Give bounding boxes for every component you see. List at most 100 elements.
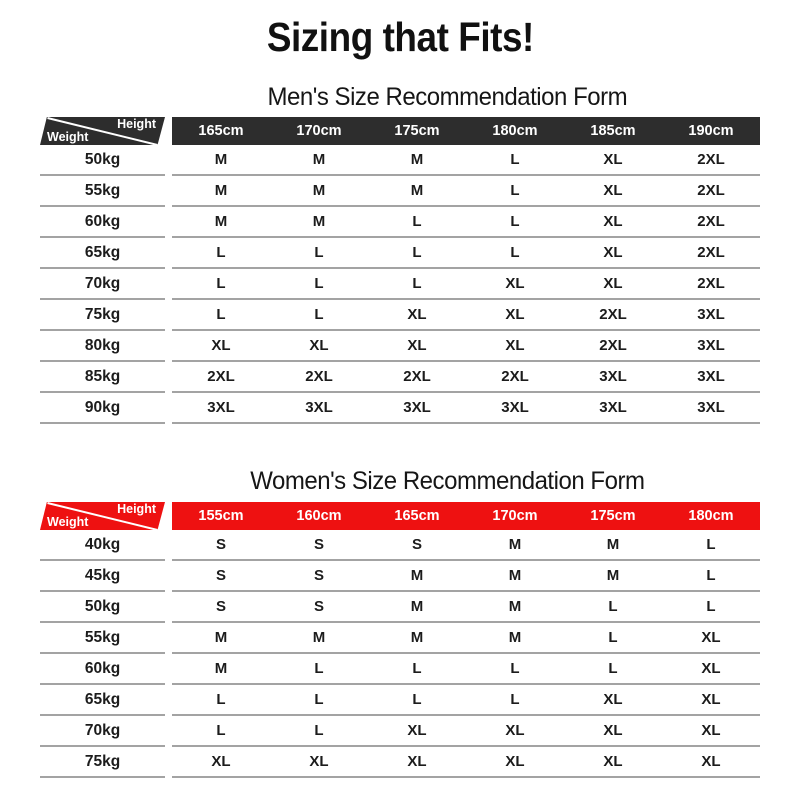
size-cell: M xyxy=(508,629,522,646)
size-cell: XL xyxy=(603,753,623,770)
size-cell: L xyxy=(608,660,618,677)
size-cell: 3XL xyxy=(305,399,333,416)
size-cell: XL xyxy=(603,275,623,292)
header-cell: 160cm xyxy=(296,508,342,524)
size-cell: L xyxy=(510,691,520,708)
table-row: 70kg L L L XL XL 2XL xyxy=(40,269,760,300)
size-row-cells: L L XL XL 2XL 3XL xyxy=(172,300,760,331)
size-cell: L xyxy=(216,244,226,261)
size-cell: S xyxy=(215,598,226,615)
corner-cell: Height Weight xyxy=(40,117,165,145)
size-cell: XL xyxy=(505,275,525,292)
table-row: 50kg M M M L XL 2XL xyxy=(40,145,760,176)
womens-table: Height Weight 155cm 160cm 165cm 170cm 17… xyxy=(40,502,760,778)
size-cell: 3XL xyxy=(697,368,725,385)
table-row: 90kg 3XL 3XL 3XL 3XL 3XL 3XL xyxy=(40,393,760,424)
size-cell: M xyxy=(214,213,228,230)
size-cell: 2XL xyxy=(305,368,333,385)
size-cell: XL xyxy=(309,337,329,354)
womens-size-table-section: Women's Size Recommendation Form Height … xyxy=(0,467,800,778)
table-row: 70kg L L XL XL XL XL xyxy=(40,716,760,747)
size-cell: M xyxy=(312,629,326,646)
table-row: 50kg S S M M L L xyxy=(40,592,760,623)
table-row: 80kg XL XL XL XL 2XL 3XL xyxy=(40,331,760,362)
size-cell: M xyxy=(410,182,424,199)
page-title-text: Sizing that Fits! xyxy=(266,14,534,60)
size-cell: XL xyxy=(603,182,623,199)
size-cell: XL xyxy=(407,306,427,323)
size-cell: 2XL xyxy=(697,151,725,168)
size-cell: 3XL xyxy=(599,399,627,416)
table-row: 65kg L L L L XL 2XL xyxy=(40,238,760,269)
weight-cell: 60kg xyxy=(40,654,165,685)
weight-cell: 85kg xyxy=(40,362,165,393)
size-cell: L xyxy=(706,536,716,553)
mens-table: Height Weight 165cm 170cm 175cm 180cm 18… xyxy=(40,117,760,424)
size-cell: L xyxy=(412,244,422,261)
weight-cell: 45kg xyxy=(40,561,165,592)
table-row: 60kg M L L L L XL xyxy=(40,654,760,685)
size-cell: M xyxy=(214,660,228,677)
size-cell: 3XL xyxy=(697,337,725,354)
corner-cell: Height Weight xyxy=(40,502,165,530)
size-cell: 3XL xyxy=(501,399,529,416)
corner-height-label: Height xyxy=(117,502,156,516)
size-cell: M xyxy=(312,151,326,168)
size-cell: L xyxy=(510,182,520,199)
womens-table-title: Women's Size Recommendation Form xyxy=(0,467,800,496)
size-cell: M xyxy=(606,567,620,584)
size-cell: M xyxy=(214,182,228,199)
size-cell: L xyxy=(314,660,324,677)
weight-cell: 75kg xyxy=(40,747,165,778)
size-row-cells: 2XL 2XL 2XL 2XL 3XL 3XL xyxy=(172,362,760,393)
size-cell: L xyxy=(216,722,226,739)
weight-cell: 60kg xyxy=(40,207,165,238)
table-row: 55kg M M M M L XL xyxy=(40,623,760,654)
size-cell: L xyxy=(314,691,324,708)
size-cell: L xyxy=(510,213,520,230)
size-cell: L xyxy=(314,244,324,261)
size-cell: M xyxy=(508,567,522,584)
weight-cell: 65kg xyxy=(40,685,165,716)
size-cell: XL xyxy=(407,722,427,739)
size-cell: S xyxy=(313,598,324,615)
table-row: 40kg S S S M M L xyxy=(40,530,760,561)
header-cell: 165cm xyxy=(394,508,440,524)
table-row: 55kg M M M L XL 2XL xyxy=(40,176,760,207)
size-cell: L xyxy=(706,567,716,584)
womens-table-title-text: Women's Size Recommendation Form xyxy=(250,467,645,495)
size-cell: XL xyxy=(701,722,721,739)
weight-cell: 65kg xyxy=(40,238,165,269)
corner-cell-background xyxy=(40,502,165,530)
size-cell: XL xyxy=(211,753,231,770)
size-cell: XL xyxy=(603,691,623,708)
mens-size-table-section: Men's Size Recommendation Form Height We… xyxy=(0,83,800,424)
mens-table-title: Men's Size Recommendation Form xyxy=(0,83,800,112)
size-cell: XL xyxy=(603,244,623,261)
size-cell: 3XL xyxy=(697,399,725,416)
size-row-cells: 3XL 3XL 3XL 3XL 3XL 3XL xyxy=(172,393,760,424)
size-cell: M xyxy=(410,629,424,646)
size-cell: XL xyxy=(701,629,721,646)
size-row-cells: M M M L XL 2XL xyxy=(172,145,760,176)
diagonal-divider-icon xyxy=(47,117,158,145)
size-cell: L xyxy=(706,598,716,615)
size-cell: XL xyxy=(211,337,231,354)
size-cell: XL xyxy=(407,753,427,770)
sizing-infographic: Sizing that Fits! Men's Size Recommendat… xyxy=(0,14,800,800)
size-cell: S xyxy=(313,536,324,553)
weight-cell: 55kg xyxy=(40,623,165,654)
size-cell: M xyxy=(606,536,620,553)
weight-cell: 75kg xyxy=(40,300,165,331)
size-row-cells: M M M M L XL xyxy=(172,623,760,654)
womens-table-rows: 40kg S S S M M L 45kg S S M M M L 50kg S S M M L L 55kg M M M M L X… xyxy=(40,530,760,778)
size-cell: L xyxy=(314,722,324,739)
size-cell: XL xyxy=(505,306,525,323)
size-cell: 3XL xyxy=(599,368,627,385)
size-cell: L xyxy=(608,629,618,646)
size-cell: M xyxy=(410,598,424,615)
header-cell: 175cm xyxy=(590,508,636,524)
